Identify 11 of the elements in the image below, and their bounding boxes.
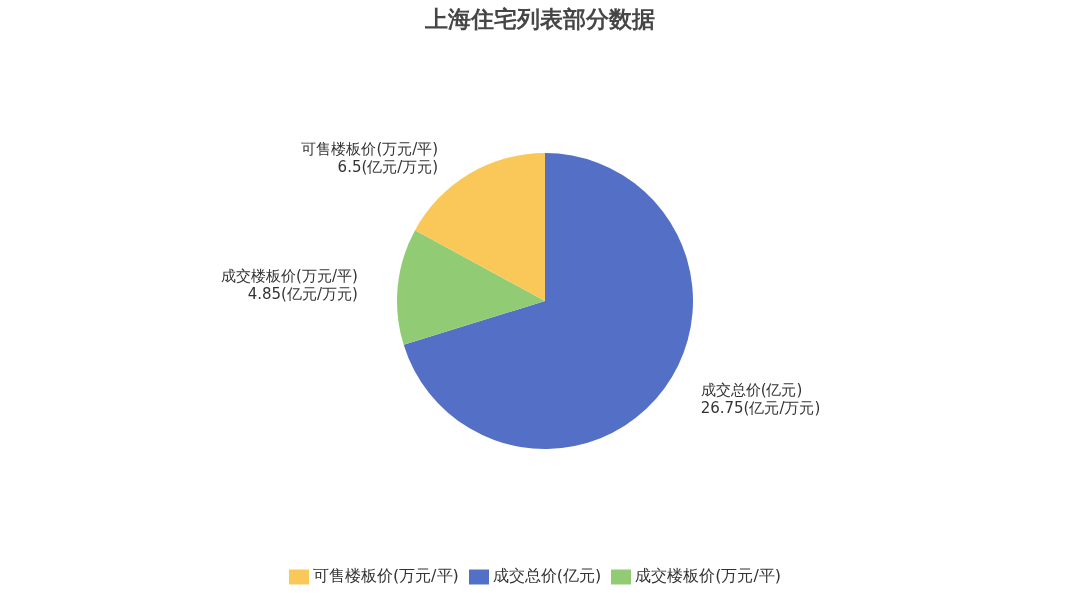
chart-title: 上海住宅列表部分数据 (424, 5, 656, 34)
data-label: 4.85(亿元/万元) (247, 284, 358, 303)
slice-label: 成交总价(亿元) (700, 381, 803, 400)
legend-label: 成交总价(亿元) (492, 566, 602, 585)
legend-label: 成交楼板价(万元/平) (635, 566, 782, 585)
slice-label: 可售楼板价(万元/平) (301, 140, 439, 159)
data-label: 26.75(亿元/万元) (700, 399, 821, 418)
pie-slice (397, 230, 545, 345)
legend-label: 可售楼板价(万元/平) (312, 566, 459, 585)
slice-label: 成交楼板价(万元/平) (221, 266, 358, 285)
data-label: 6.5(亿元/万元) (337, 158, 439, 177)
